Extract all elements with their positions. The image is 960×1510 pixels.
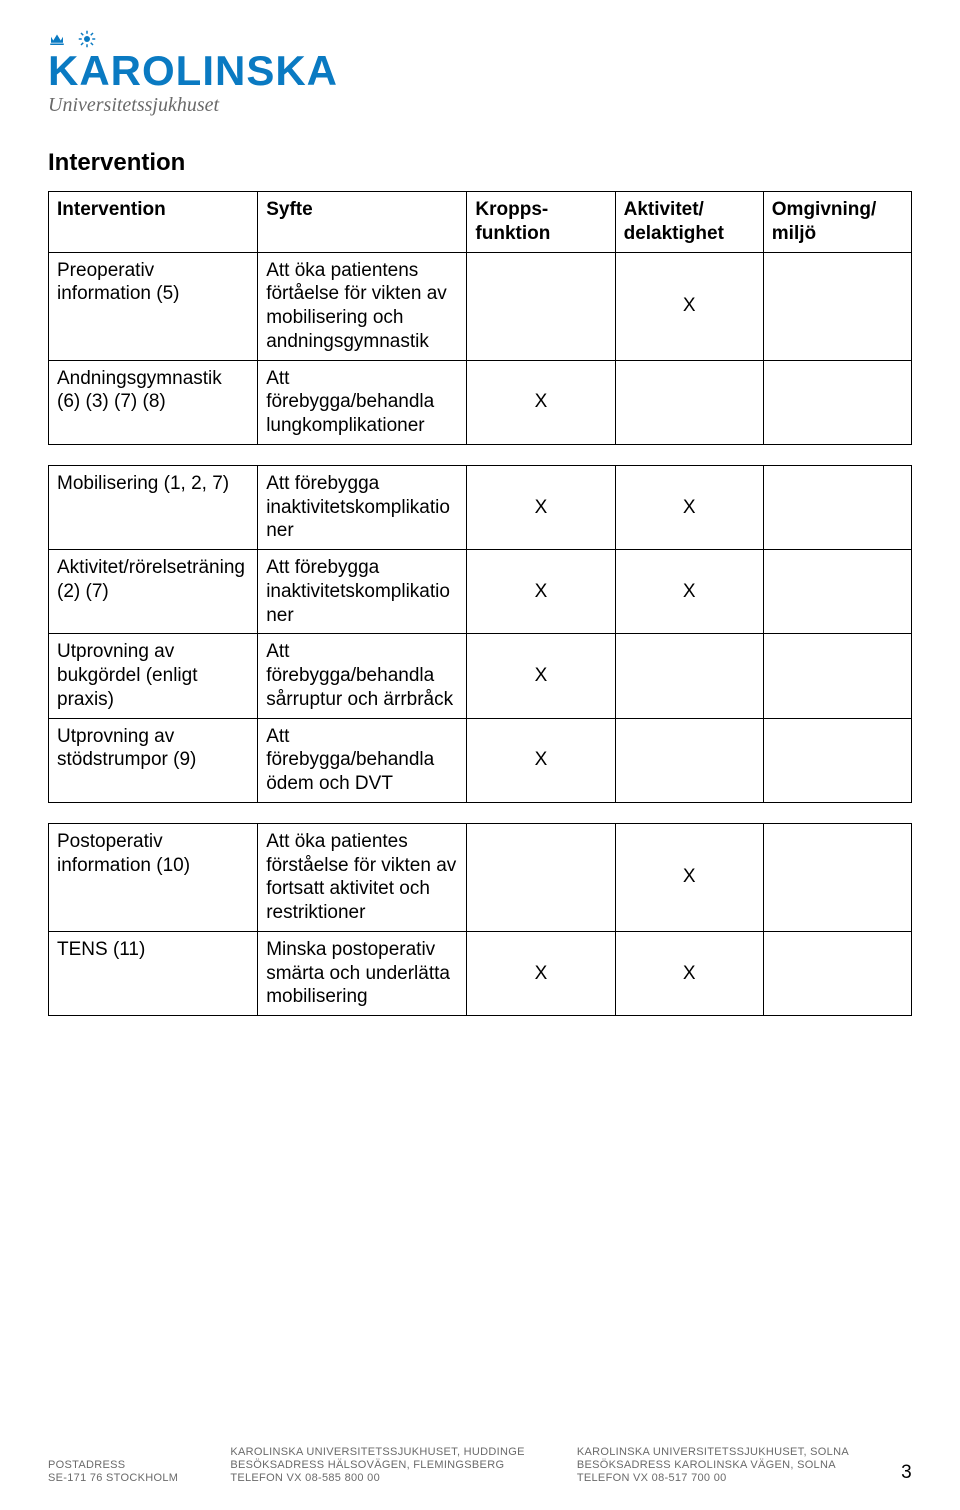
cell-omgivning — [763, 465, 911, 549]
cell-omgivning — [763, 718, 911, 802]
col-aktivitet: Aktivitet/ delaktighet — [615, 192, 763, 253]
sun-icon — [78, 30, 96, 48]
cell-kropps: X — [467, 634, 615, 718]
page-footer: POSTADRESS SE-171 76 STOCKHOLM KAROLINSK… — [48, 1446, 912, 1484]
intervention-table-3: Postoperativ information (10) Att öka pa… — [48, 823, 912, 1016]
footer-mid: KAROLINSKA UNIVERSITETSSJUKHUSET, HUDDIN… — [230, 1446, 524, 1484]
intervention-table-1: Intervention Syfte Kropps-funktion Aktiv… — [48, 191, 912, 445]
cell-kropps — [467, 823, 615, 931]
table-header-row: Intervention Syfte Kropps-funktion Aktiv… — [49, 192, 912, 253]
col-kroppsfunktion: Kropps-funktion — [467, 192, 615, 253]
section-heading: Intervention — [48, 149, 912, 177]
footer-left-l2: SE-171 76 STOCKHOLM — [48, 1472, 178, 1484]
cell-aktivitet — [615, 634, 763, 718]
cell-syfte: Att förebygga inaktivitetskomplikatio ne… — [258, 550, 467, 634]
cell-omgivning — [763, 823, 911, 931]
cell-aktivitet — [615, 718, 763, 802]
footer-mid-l3: TELEFON VX 08-585 800 00 — [230, 1472, 524, 1484]
footer-left-l1: POSTADRESS — [48, 1459, 178, 1471]
cell-aktivitet: X — [615, 823, 763, 931]
cell-aktivitet — [615, 360, 763, 444]
cell-syfte: Att förebygga/behandla ödem och DVT — [258, 718, 467, 802]
cell-omgivning — [763, 360, 911, 444]
logo-block: KAROLINSKA Universitetssjukhuset — [48, 30, 912, 117]
table-row: Utprovning av stödstrumpor (9) Att föreb… — [49, 718, 912, 802]
cell-syfte: Att öka patientens förtåelse för vikten … — [258, 252, 467, 360]
table-row: Aktivitet/rörelseträning (2) (7) Att för… — [49, 550, 912, 634]
table-row: Andningsgymnastik (6) (3) (7) (8) Att fö… — [49, 360, 912, 444]
cell-intervention: Aktivitet/rörelseträning (2) (7) — [49, 550, 258, 634]
cell-kropps: X — [467, 718, 615, 802]
cell-syfte: Minska postoperativ smärta och underlätt… — [258, 931, 467, 1015]
crown-icon — [48, 30, 66, 48]
cell-kropps: X — [467, 360, 615, 444]
logo-wordmark: KAROLINSKA — [48, 50, 912, 92]
logo-icons-row — [48, 30, 912, 48]
cell-kropps — [467, 252, 615, 360]
cell-syfte: Att förebygga/behandla lungkomplikatione… — [258, 360, 467, 444]
cell-syfte: Att förebygga/behandla sårruptur och ärr… — [258, 634, 467, 718]
page-number: 3 — [901, 1462, 912, 1484]
cell-aktivitet: X — [615, 931, 763, 1015]
cell-intervention: TENS (11) — [49, 931, 258, 1015]
cell-omgivning — [763, 931, 911, 1015]
intervention-table-2: Mobilisering (1, 2, 7) Att förebygga ina… — [48, 465, 912, 803]
col-intervention: Intervention — [49, 192, 258, 253]
cell-intervention: Utprovning av bukgördel (enligt praxis) — [49, 634, 258, 718]
footer-mid-l1: KAROLINSKA UNIVERSITETSSJUKHUSET, HUDDIN… — [230, 1446, 524, 1458]
footer-right-l2: BESÖKSADRESS KAROLINSKA VÄGEN, SOLNA — [577, 1459, 849, 1471]
cell-omgivning — [763, 634, 911, 718]
cell-intervention: Utprovning av stödstrumpor (9) — [49, 718, 258, 802]
cell-syfte: Att förebygga inaktivitetskomplikatio ne… — [258, 465, 467, 549]
cell-aktivitet: X — [615, 465, 763, 549]
cell-omgivning — [763, 252, 911, 360]
cell-intervention: Preoperativ information (5) — [49, 252, 258, 360]
logo-subtitle: Universitetssjukhuset — [48, 94, 912, 117]
footer-right-l3: TELEFON VX 08-517 700 00 — [577, 1472, 849, 1484]
table-row: Preoperativ information (5) Att öka pati… — [49, 252, 912, 360]
cell-aktivitet: X — [615, 550, 763, 634]
table-row: Postoperativ information (10) Att öka pa… — [49, 823, 912, 931]
footer-left: POSTADRESS SE-171 76 STOCKHOLM — [48, 1459, 178, 1484]
cell-kropps: X — [467, 465, 615, 549]
table-row: Utprovning av bukgördel (enligt praxis) … — [49, 634, 912, 718]
cell-kropps: X — [467, 550, 615, 634]
footer-mid-l2: BESÖKSADRESS HÄLSOVÄGEN, FLEMINGSBERG — [230, 1459, 524, 1471]
footer-right-l1: KAROLINSKA UNIVERSITETSSJUKHUSET, SOLNA — [577, 1446, 849, 1458]
cell-aktivitet: X — [615, 252, 763, 360]
table-row: TENS (11) Minska postoperativ smärta och… — [49, 931, 912, 1015]
col-omgivning: Omgivning/ miljö — [763, 192, 911, 253]
cell-kropps: X — [467, 931, 615, 1015]
col-syfte: Syfte — [258, 192, 467, 253]
cell-omgivning — [763, 550, 911, 634]
cell-intervention: Mobilisering (1, 2, 7) — [49, 465, 258, 549]
cell-syfte: Att öka patientes förståelse för vikten … — [258, 823, 467, 931]
cell-intervention: Andningsgymnastik (6) (3) (7) (8) — [49, 360, 258, 444]
table-row: Mobilisering (1, 2, 7) Att förebygga ina… — [49, 465, 912, 549]
footer-right: KAROLINSKA UNIVERSITETSSJUKHUSET, SOLNA … — [577, 1446, 849, 1484]
cell-intervention: Postoperativ information (10) — [49, 823, 258, 931]
